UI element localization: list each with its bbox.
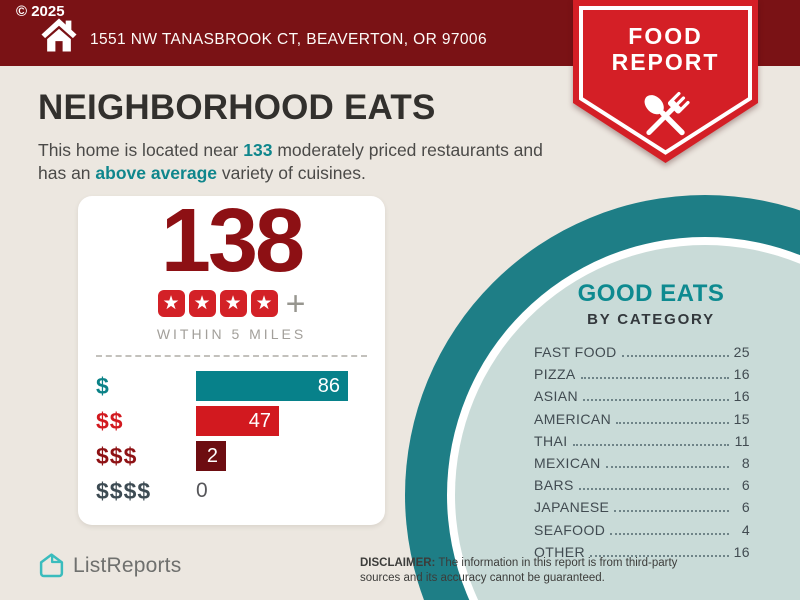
bar-track: 2 — [196, 441, 367, 471]
category-count: 11 — [734, 432, 750, 449]
star-rating: ★ ★ ★ ★ + — [78, 284, 385, 323]
intro-text: has an — [38, 163, 96, 184]
restaurant-count: 138 — [160, 191, 305, 291]
category-name: FAST FOOD — [534, 344, 617, 360]
dotted-leader — [610, 532, 729, 535]
category-row: SEAFOOD 4 — [534, 522, 750, 544]
category-name: JAPANESE — [534, 499, 610, 516]
disclaimer-label: DISCLAIMER: — [360, 557, 436, 569]
disclaimer-text: The information in this report is from t… — [360, 557, 678, 585]
intro-paragraph: This home is located near 133 moderately… — [38, 139, 598, 185]
star-icon: ★ — [188, 290, 216, 317]
category-count: 6 — [741, 499, 750, 516]
category-name: BARS — [534, 477, 574, 494]
dotted-leader — [616, 421, 729, 424]
bar-track: 47 — [196, 406, 367, 436]
intro-text: moderately priced restaurants and — [272, 140, 543, 160]
good-eats-panel: GOOD EATS BY CATEGORY FAST FOOD 25 PIZZA 16… — [534, 280, 750, 566]
star-icon: ★ — [219, 290, 247, 317]
bar-value: 2 — [196, 441, 226, 471]
price-tier-row: $$$$ 0 — [96, 474, 367, 509]
food-report-badge: FOOD REPORT — [573, 0, 758, 163]
category-row: AMERICAN 15 — [534, 411, 750, 433]
price-tier-row: $86 — [96, 369, 367, 404]
price-tier-bar-chart: $86 $$ 47 $$$ 2 $$$$ 0 — [78, 369, 385, 509]
home-icon — [41, 18, 77, 52]
category-count: 16 — [733, 388, 750, 405]
category-row: PIZZA 16 — [534, 366, 750, 388]
restaurant-count-highlight: 133 — [243, 140, 273, 160]
price-tier-row: $$$ 2 — [96, 439, 367, 474]
category-row: BARS 6 — [534, 477, 750, 499]
property-address: 1551 NW TANASBROOK CT, BEAVERTON, OR 970… — [90, 31, 487, 48]
listreports-logo-icon — [39, 553, 64, 578]
category-name: ASIAN — [534, 388, 579, 405]
dotted-leader — [583, 399, 729, 402]
price-tier-row: $$ 47 — [96, 404, 367, 439]
restaurant-summary-card: 138 ★ ★ ★ ★ + WITHIN 5 MILES $86 $$ 47 $$$ 2 $$$… — [78, 196, 385, 525]
category-count: 15 — [733, 410, 750, 427]
star-icon: ★ — [157, 290, 185, 317]
category-count: 8 — [741, 454, 750, 471]
brand-name: ListReports — [73, 553, 182, 577]
intro-text: This home is located near — [38, 140, 244, 160]
badge-title-line1: FOOD — [628, 23, 702, 49]
category-row: FAST FOOD 25 — [534, 344, 750, 366]
category-count: 6 — [741, 477, 750, 494]
category-name: PIZZA — [534, 366, 576, 383]
category-count: 25 — [733, 344, 750, 360]
star-icon: ★ — [250, 290, 278, 317]
category-name: SEAFOOD — [534, 521, 606, 538]
spoon-fork-icon — [644, 91, 690, 136]
price-tier-label: $ — [96, 372, 110, 399]
intro-text: variety of cuisines. — [217, 163, 366, 184]
page-title: NEIGHBORHOOD EATS — [38, 88, 436, 127]
category-row: OTHER 16 — [534, 544, 750, 566]
bar-track: 0 — [196, 476, 367, 506]
dotted-leader — [605, 465, 729, 468]
bar-value: 0 — [196, 479, 208, 502]
dotted-leader — [614, 510, 729, 513]
category-row: THAI 11 — [534, 433, 750, 455]
category-row: ASIAN 16 — [534, 388, 750, 410]
good-eats-title: GOOD EATS — [577, 280, 725, 307]
dotted-leader — [572, 443, 729, 446]
category-row: JAPANESE 6 — [534, 499, 750, 521]
price-tier-label: $$ — [96, 407, 124, 434]
category-list: FAST FOOD 25 PIZZA 16 ASIAN 16 AMERICAN 15 THAI 1… — [534, 344, 750, 566]
star-icons: ★ ★ ★ ★ — [157, 290, 278, 317]
dotted-leader — [590, 554, 729, 557]
category-name: THAI — [534, 432, 568, 449]
badge-title-line2: REPORT — [612, 49, 720, 75]
disclaimer: DISCLAIMER: The information in this repo… — [360, 556, 716, 586]
dotted-leader — [580, 377, 729, 380]
price-tier-label: $$$ — [96, 442, 138, 469]
copyright-text: © 2025 — [16, 3, 65, 20]
dashed-divider — [96, 354, 367, 357]
bar-value: 86 — [196, 371, 348, 401]
dotted-leader — [578, 488, 729, 491]
bar-track: 86 — [196, 371, 367, 401]
plus-icon: + — [285, 284, 306, 323]
category-name: MEXICAN — [534, 454, 601, 471]
listreports-brand: ListReports — [38, 552, 181, 579]
category-count: 16 — [733, 366, 750, 383]
radius-label: WITHIN 5 MILES — [156, 325, 307, 342]
bar-value: 47 — [196, 406, 279, 436]
category-count: 16 — [733, 543, 750, 560]
category-row: MEXICAN 8 — [534, 455, 750, 477]
category-name: AMERICAN — [534, 410, 612, 427]
good-eats-subtitle: BY CATEGORY — [587, 311, 715, 328]
category-name: OTHER — [534, 543, 585, 560]
dotted-leader — [621, 355, 729, 357]
category-count: 4 — [741, 521, 750, 538]
variety-highlight: above average — [95, 163, 218, 184]
price-tier-label: $$$$ — [96, 477, 152, 504]
